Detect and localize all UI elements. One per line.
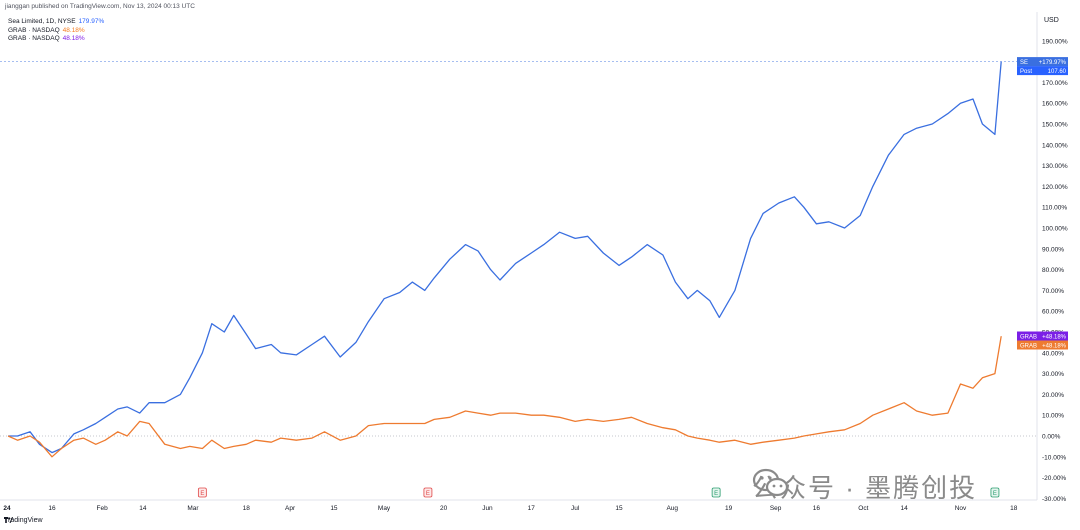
legend: Sea Limited, 1D, NYSE 179.97% GRAB · NASD… [8, 18, 104, 44]
x-tick-label: Aug [666, 505, 678, 512]
earnings-marker-box [423, 487, 433, 498]
earnings-marker-label: E [714, 491, 718, 497]
y-tick-label: 40.00% [1042, 350, 1064, 357]
x-tick-label: 16 [813, 505, 821, 512]
y-tick-label: 60.00% [1042, 309, 1064, 316]
legend-label: Sea Limited, 1D, NYSE [8, 18, 76, 25]
badge-se-post: Post 107.60 [1017, 66, 1068, 76]
badge-grab-orange-bg [1017, 340, 1068, 350]
x-tick-label: 20 [440, 505, 448, 512]
badge-grab-purple: GRAB +48.18% [1017, 331, 1068, 341]
badge-grab-orange-ticker: GRAB [1020, 343, 1037, 349]
watermark-text: 公众号 · 墨腾创投 [752, 473, 978, 503]
watermark: 公众号 · 墨腾创投 [752, 468, 977, 505]
badge-grab-purple-value: +48.18% [1042, 334, 1067, 340]
badge-grab-purple-bg [1017, 331, 1068, 341]
x-tick-label: Nov [955, 505, 967, 512]
y-tick-label: 150.00% [1042, 122, 1068, 129]
y-tick-label: 190.00% [1042, 38, 1068, 45]
badge-post-value: 107.60 [1048, 69, 1067, 75]
x-tick-label: 24 [3, 505, 11, 512]
x-tick-label: Oct [858, 505, 868, 512]
x-tick-label: 15 [330, 505, 338, 512]
publish-header: jianggan published on TradingView.com, N… [5, 3, 195, 10]
y-tick-label: 120.00% [1042, 184, 1068, 191]
x-tick-label: 18 [243, 505, 251, 512]
badge-se-bg [1017, 57, 1068, 67]
y-tick-label: 80.00% [1042, 267, 1064, 274]
badge-post-label: Post [1020, 69, 1032, 75]
y-tick-label: 100.00% [1042, 226, 1068, 233]
y-tick-label: -20.00% [1042, 475, 1066, 482]
legend-value: 48.18% [62, 26, 85, 34]
earnings-marker-box [990, 487, 1000, 498]
y-tick-label: 170.00% [1042, 80, 1068, 87]
x-tick-label: Mar [187, 505, 199, 512]
badge-grab-orange-value: +48.18% [1042, 343, 1067, 349]
y-tick-label: 10.00% [1042, 413, 1064, 420]
y-tick-label: 130.00% [1042, 163, 1068, 170]
legend-value: 179.97% [78, 18, 105, 25]
x-tick-label: 17 [528, 505, 536, 512]
x-tick-label: 16 [48, 505, 56, 512]
legend-item-sea[interactable]: Sea Limited, 1D, NYSE 179.97% [8, 18, 104, 27]
footer-brand: TradingView [4, 517, 43, 524]
x-tick-label: 15 [615, 505, 623, 512]
x-tick-label: Apr [285, 505, 296, 512]
legend-label: GRAB · NASDAQ [8, 35, 60, 42]
y-tick-label: 110.00% [1042, 205, 1067, 212]
y-tick-label: 0.00% [1042, 434, 1061, 441]
earnings-marker-box [711, 487, 721, 498]
badge-post-bg [1017, 66, 1068, 76]
series-line-se [8, 61, 1002, 454]
x-tick-label: Feb [97, 505, 109, 512]
earnings-marker[interactable]: E [990, 487, 1000, 498]
legend-label: GRAB · NASDAQ [8, 26, 60, 34]
series-line-grab [7, 336, 1002, 458]
x-tick-label: 18 [1010, 505, 1018, 512]
y-tick-label: -30.00% [1042, 496, 1066, 503]
earnings-marker-label: E [200, 491, 204, 497]
y-axis-ticks: 190.00%180.00%170.00%160.00%150.00%140.0… [1042, 38, 1068, 503]
y-tick-label: 20.00% [1042, 392, 1064, 399]
x-axis-ticks: 24 16 Feb 14 Mar 18 Apr 15 May 20 Jun 17 Jul 15 Aug 19 S… [3, 505, 1017, 512]
wechat-icon [752, 468, 789, 497]
price-badges: SE +179.97% Post 107.60 GRAB +48.18% GRAB +48.1… [1017, 57, 1068, 350]
y-tick-label: -10.00% [1042, 454, 1066, 461]
earnings-marker-box [197, 487, 207, 498]
x-tick-label: 19 [725, 505, 733, 512]
x-tick-label: Jul [571, 505, 580, 512]
y-tick-label: 140.00% [1042, 142, 1068, 149]
earnings-marker-label: E [426, 491, 430, 497]
x-tick-label: Sep [770, 505, 782, 512]
y-tick-label: 30.00% [1042, 371, 1064, 378]
reference-lines [0, 61, 1037, 437]
badge-grab-purple-ticker: GRAB [1020, 334, 1037, 340]
x-tick-label: 14 [139, 505, 147, 512]
earnings-marker[interactable]: E [197, 487, 207, 498]
y-tick-label: 70.00% [1042, 288, 1064, 295]
tradingview-logo-icon [4, 517, 13, 523]
y-tick-label: 90.00% [1042, 246, 1064, 253]
x-tick-label: 14 [900, 505, 908, 512]
badge-se: SE +179.97% [1017, 57, 1068, 67]
earnings-marker[interactable]: E [711, 487, 721, 498]
legend-value: 48.18% [62, 35, 85, 42]
footer: TradingView [4, 517, 43, 524]
badge-se-ticker: SE [1020, 60, 1028, 66]
currency-label: USD [1044, 17, 1059, 24]
badge-se-value: +179.97% [1039, 60, 1067, 66]
earnings-marker[interactable]: E [423, 487, 433, 498]
earnings-marker-label: E [993, 491, 997, 497]
legend-item-grab-purple[interactable]: GRAB · NASDAQ 48.18% [8, 35, 104, 44]
legend-item-grab-orange[interactable]: GRAB · NASDAQ 48.18% [8, 27, 104, 36]
x-tick-label: Jun [482, 505, 493, 512]
y-tick-label: 160.00% [1042, 101, 1068, 108]
badge-grab-orange: GRAB +48.18% [1017, 340, 1068, 350]
series-lines [7, 61, 1002, 458]
x-tick-label: May [378, 505, 391, 512]
